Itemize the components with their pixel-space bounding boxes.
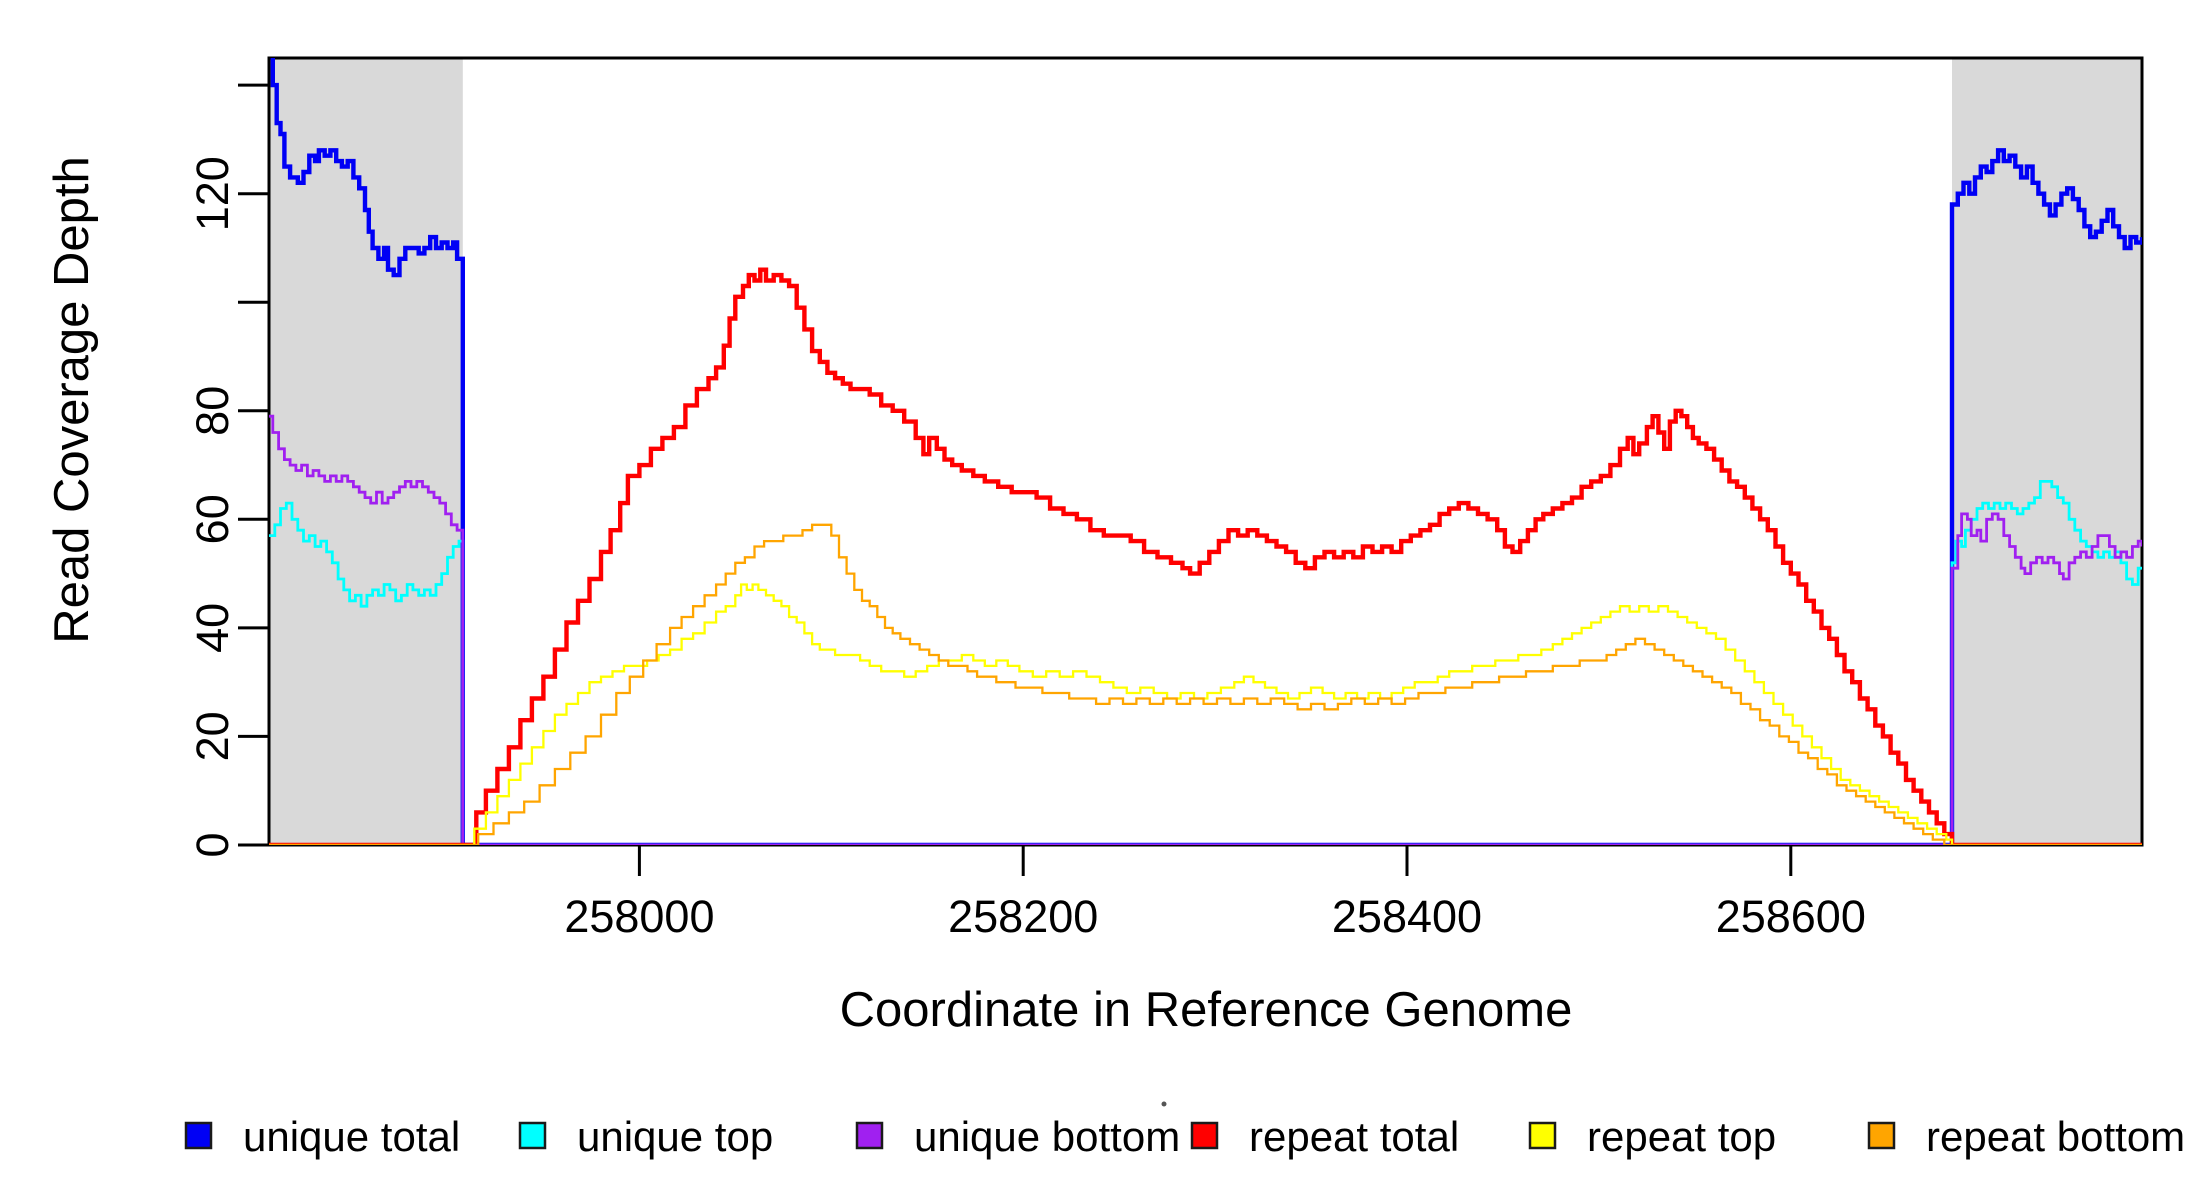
plot-frame <box>267 56 2144 847</box>
y-tick-label-60: 60 <box>187 494 238 544</box>
legend-label-repeat-top: repeat top <box>1587 1113 1776 1160</box>
legend-swatch-repeat-total <box>1190 1121 1219 1150</box>
series-line-repeat-top <box>269 583 2142 845</box>
legend-swatch-unique-total <box>184 1121 213 1150</box>
x-axis: 258000 258200 258400 258600 <box>564 846 1866 942</box>
legend-label-repeat-bottom: repeat bottom <box>1926 1113 2185 1160</box>
y-tick-label-0: 0 <box>187 832 238 857</box>
y-tick-label-20: 20 <box>187 711 238 761</box>
series-line-unique-total <box>270 58 2142 845</box>
legend-swatch-repeat-bottom <box>1867 1121 1896 1150</box>
y-tick-label-40: 40 <box>187 603 238 653</box>
y-axis-title: Read Coverage Depth <box>45 156 99 644</box>
stray-mark <box>1161 1101 1167 1107</box>
legend-swatch-repeat-top <box>1528 1121 1557 1150</box>
legend-swatch-unique-top <box>518 1121 547 1150</box>
series-line-unique-bottom <box>269 414 2142 845</box>
x-axis-title: Coordinate in Reference Genome <box>840 983 1573 1037</box>
series-line-repeat-total <box>269 267 2142 845</box>
x-tick-label-258000: 258000 <box>564 891 714 942</box>
series-lines <box>269 58 2142 845</box>
shaded-region-right <box>1952 58 2142 845</box>
y-tick-label-120: 120 <box>187 156 238 231</box>
legend-label-repeat-total: repeat total <box>1249 1113 1459 1160</box>
y-axis: 0 20 40 60 80 120 <box>187 83 268 858</box>
legend-label-unique-total: unique total <box>243 1113 460 1160</box>
x-tick-label-258600: 258600 <box>1716 891 1866 942</box>
x-tick-label-258200: 258200 <box>948 891 1098 942</box>
shaded-regions <box>269 58 2142 845</box>
legend-swatch-unique-bottom <box>855 1121 884 1150</box>
series-line-repeat-bottom <box>269 523 2142 845</box>
y-tick-label-80: 80 <box>187 386 238 436</box>
legend-label-unique-top: unique top <box>577 1113 773 1160</box>
legend: unique total unique top unique bottom repea… <box>184 1113 2185 1160</box>
legend-label-unique-bottom: unique bottom <box>914 1113 1180 1160</box>
series-line-unique-top <box>269 480 2142 845</box>
x-tick-label-258400: 258400 <box>1332 891 1482 942</box>
